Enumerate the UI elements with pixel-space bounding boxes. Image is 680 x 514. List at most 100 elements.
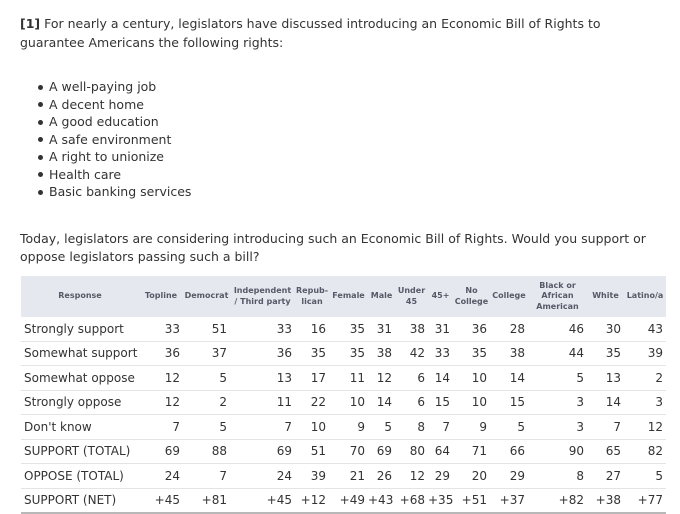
column-header: Repub-lican <box>295 276 329 317</box>
column-header: Female <box>329 276 368 317</box>
table-cell: 36 <box>139 341 183 366</box>
table-cell: 80 <box>395 439 428 464</box>
table-cell: 39 <box>295 464 329 489</box>
table-cell: 9 <box>329 415 368 440</box>
table-cell: 33 <box>139 317 183 341</box>
table-cell: 11 <box>329 366 368 391</box>
results-table: Response Topline Democrat Independent / … <box>21 276 666 514</box>
column-header: Male <box>368 276 395 317</box>
table-cell: 10 <box>453 366 490 391</box>
table-cell: 7 <box>587 415 624 440</box>
list-item: Health care <box>27 166 191 184</box>
table-cell: 37 <box>183 341 230 366</box>
row-label: Strongly oppose <box>21 390 139 415</box>
table-cell: 7 <box>428 415 453 440</box>
rights-list: A well-paying job A decent home A good e… <box>27 78 191 201</box>
table-cell: 13 <box>230 366 295 391</box>
table-cell: 66 <box>490 439 528 464</box>
table-cell: 51 <box>183 317 230 341</box>
table-cell: 7 <box>230 415 295 440</box>
table-cell: +38 <box>587 488 624 513</box>
table-cell: 12 <box>368 366 395 391</box>
table-cell: 38 <box>490 341 528 366</box>
row-label: Somewhat oppose <box>21 366 139 391</box>
table-cell: 10 <box>295 415 329 440</box>
table-cell: 14 <box>490 366 528 391</box>
table-cell: +37 <box>490 488 528 513</box>
table-cell: 44 <box>528 341 587 366</box>
question-1: [1] For nearly a century, legislators ha… <box>20 14 665 52</box>
table-cell: 5 <box>368 415 395 440</box>
column-header: Latino/a <box>624 276 666 317</box>
table-cell: 5 <box>624 464 666 489</box>
column-header: College <box>490 276 528 317</box>
table-cell: +12 <box>295 488 329 513</box>
table-cell: 3 <box>528 390 587 415</box>
table-cell: 28 <box>490 317 528 341</box>
table-cell: 82 <box>624 439 666 464</box>
table-cell: 14 <box>428 366 453 391</box>
table-cell: 10 <box>329 390 368 415</box>
table-cell: +81 <box>183 488 230 513</box>
column-header: 45+ <box>428 276 453 317</box>
table-cell: 35 <box>329 317 368 341</box>
table-cell: 12 <box>395 464 428 489</box>
table-cell: +49 <box>329 488 368 513</box>
list-item: A good education <box>27 113 191 131</box>
table-cell: +77 <box>624 488 666 513</box>
column-header: Independent / Third party <box>230 276 295 317</box>
table-body: Strongly support 33 51 33 16 35 31 38 31 36 28 46 30… <box>21 317 666 513</box>
table-cell: 33 <box>428 341 453 366</box>
table-cell: 69 <box>368 439 395 464</box>
table-cell: 13 <box>587 366 624 391</box>
row-label: Don't know <box>21 415 139 440</box>
table-cell: 5 <box>490 415 528 440</box>
table-row: SUPPORT (NET) +45 +81 +45 +12 +49 +43 +68 +35 +51… <box>21 488 666 513</box>
table-cell: 38 <box>368 341 395 366</box>
column-header: Topline <box>139 276 183 317</box>
table-cell: 3 <box>624 390 666 415</box>
table-cell: 12 <box>624 415 666 440</box>
table-cell: 70 <box>329 439 368 464</box>
question-2-text: Today, legislators are considering intro… <box>20 230 665 266</box>
table-cell: 35 <box>295 341 329 366</box>
column-header: No College <box>453 276 490 317</box>
table-cell: 43 <box>624 317 666 341</box>
table-cell: 46 <box>528 317 587 341</box>
question-1-text: For nearly a century, legislators have d… <box>20 16 601 50</box>
table-header-row: Response Topline Democrat Independent / … <box>21 276 666 317</box>
row-label: Strongly support <box>21 317 139 341</box>
table-cell: 26 <box>368 464 395 489</box>
table-cell: 21 <box>329 464 368 489</box>
table-cell: +82 <box>528 488 587 513</box>
table-cell: 31 <box>428 317 453 341</box>
table-cell: 14 <box>368 390 395 415</box>
table-cell: 69 <box>230 439 295 464</box>
table-cell: 14 <box>587 390 624 415</box>
table-cell: +68 <box>395 488 428 513</box>
table-row: SUPPORT (TOTAL) 69 88 69 51 70 69 80 64 71 66 90 65 8… <box>21 439 666 464</box>
table-row: Somewhat support 36 37 36 35 35 38 42 33 35 38 44 35… <box>21 341 666 366</box>
table-cell: 3 <box>528 415 587 440</box>
table-cell: 24 <box>230 464 295 489</box>
table-cell: 64 <box>428 439 453 464</box>
column-header: Black or African American <box>528 276 587 317</box>
table-cell: 29 <box>490 464 528 489</box>
table-cell: 35 <box>329 341 368 366</box>
list-item: A well-paying job <box>27 78 191 96</box>
list-item: A decent home <box>27 96 191 114</box>
row-label: Somewhat support <box>21 341 139 366</box>
table-cell: +51 <box>453 488 490 513</box>
table-row: Strongly support 33 51 33 16 35 31 38 31 36 28 46 30… <box>21 317 666 341</box>
table-cell: 24 <box>139 464 183 489</box>
table-row: Strongly oppose 12 2 11 22 10 14 6 15 10 15 3 14 3 <box>21 390 666 415</box>
table-cell: 20 <box>453 464 490 489</box>
table-cell: 12 <box>139 366 183 391</box>
table-cell: 8 <box>528 464 587 489</box>
table-row: Don't know 7 5 7 10 9 5 8 7 9 5 3 7 12 <box>21 415 666 440</box>
table-row: OPPOSE (TOTAL) 24 7 24 39 21 26 12 29 20 29 8 27 5 <box>21 464 666 489</box>
table-cell: 65 <box>587 439 624 464</box>
table-row: Somewhat oppose 12 5 13 17 11 12 6 14 10 14 5 13 2 <box>21 366 666 391</box>
table-cell: 29 <box>428 464 453 489</box>
